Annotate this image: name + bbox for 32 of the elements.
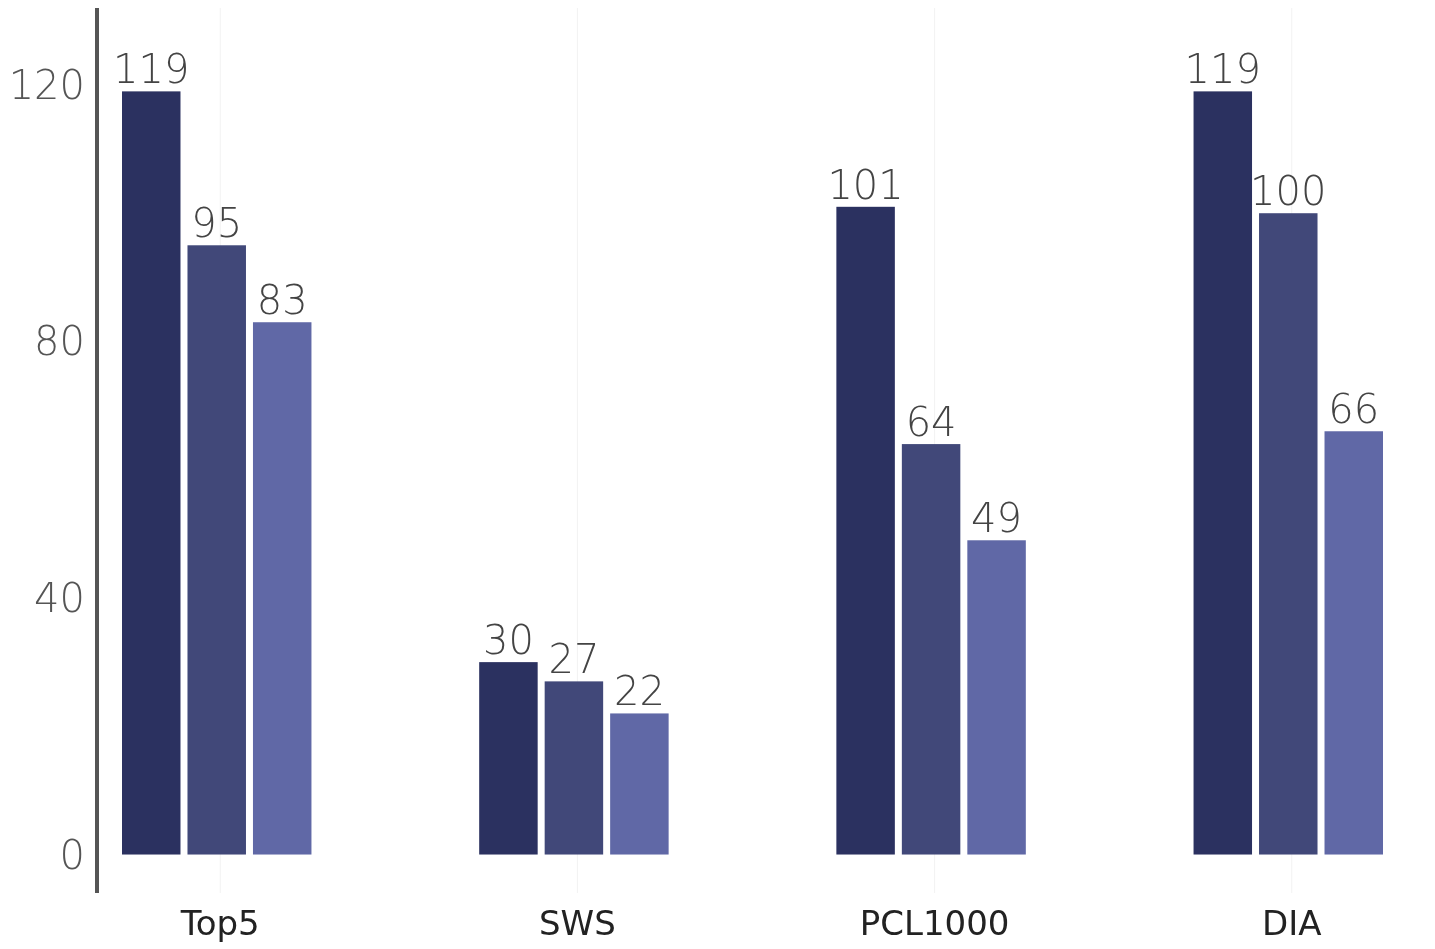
data-label: 100: [1250, 168, 1327, 215]
x-tick-label: Top5: [179, 903, 260, 943]
data-label: 83: [256, 277, 308, 324]
data-label: 27: [548, 636, 600, 683]
data-label: 119: [1184, 46, 1261, 93]
bar: [479, 662, 538, 855]
data-label: 101: [827, 161, 904, 208]
bar: [252, 322, 312, 855]
data-label: 49: [971, 495, 1023, 542]
bar: [187, 245, 246, 855]
data-label: 64: [905, 399, 957, 446]
bar: [544, 681, 604, 855]
y-tick-label: 120: [8, 61, 85, 108]
data-label: 22: [613, 668, 665, 715]
y-tick-label: 40: [34, 575, 85, 621]
bar: [1193, 91, 1253, 855]
bar: [122, 91, 181, 855]
y-tick-label: 0: [59, 831, 85, 878]
bar: [1259, 213, 1318, 855]
bar: [901, 444, 961, 855]
data-label: 30: [482, 617, 534, 664]
bar: [1324, 431, 1383, 855]
y-tick-label: 80: [34, 318, 85, 365]
data-label: 95: [191, 200, 243, 247]
data-label: 119: [113, 46, 190, 93]
bar: [836, 206, 895, 855]
x-tick-label: DIA: [1262, 903, 1322, 943]
data-label: 66: [1328, 386, 1380, 433]
bar: [967, 540, 1026, 855]
bar: [610, 713, 669, 855]
x-tick-label: SWS: [539, 903, 616, 943]
x-tick-label: PCL1000: [859, 903, 1010, 943]
